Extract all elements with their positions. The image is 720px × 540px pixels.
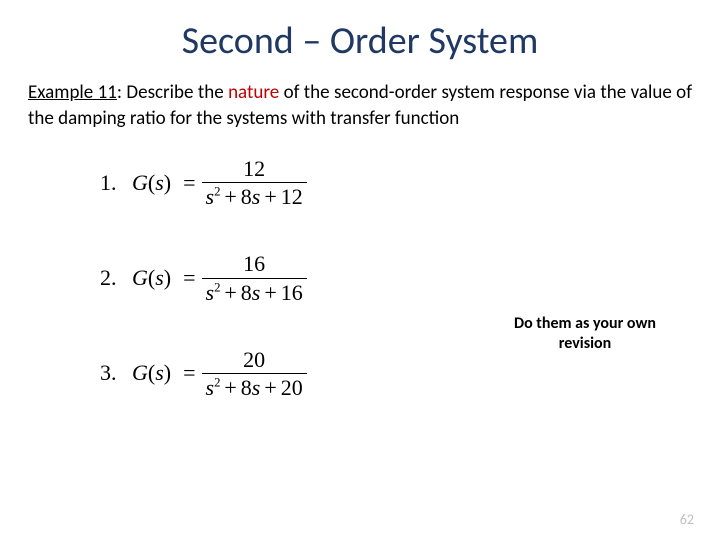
page-title: Second – Order System <box>28 18 692 64</box>
numerator: 20 <box>239 348 269 373</box>
equation-3: 3. G(s) = 20 s2+8s+20 <box>100 348 692 399</box>
denominator: s2+8s+20 <box>202 373 307 399</box>
example-prompt: Example 11: Describe the nature of the s… <box>28 80 692 131</box>
denominator: s2+8s+12 <box>202 182 307 208</box>
equals-sign: = <box>183 170 195 196</box>
fraction: 20 s2+8s+20 <box>202 348 307 399</box>
numerator: 16 <box>239 252 269 277</box>
equation-lhs: G(s) <box>132 360 171 386</box>
page-number: 62 <box>680 511 694 528</box>
prompt-nature: nature <box>228 81 279 104</box>
equals-sign: = <box>183 360 195 386</box>
equation-index: 1. <box>100 170 132 196</box>
equation-2: 2. G(s) = 16 s2+8s+16 <box>100 252 692 303</box>
side-note: Do them as your own revision <box>490 314 680 354</box>
equals-sign: = <box>183 265 195 291</box>
equation-lhs: G(s) <box>132 170 171 196</box>
prompt-colon: : <box>117 81 127 104</box>
fraction: 16 s2+8s+16 <box>202 252 307 303</box>
side-note-line2: revision <box>559 334 611 353</box>
equation-index: 3. <box>100 360 132 386</box>
side-note-line1: Do them as your own <box>514 314 656 333</box>
example-label: Example 11 <box>28 81 117 104</box>
equation-1: 1. G(s) = 12 s2+8s+12 <box>100 157 692 208</box>
equation-lhs: G(s) <box>132 265 171 291</box>
fraction: 12 s2+8s+12 <box>202 157 307 208</box>
numerator: 12 <box>239 157 269 182</box>
denominator: s2+8s+16 <box>202 278 307 304</box>
prompt-before: Describe the <box>126 81 228 104</box>
equation-list: 1. G(s) = 12 s2+8s+12 2. G(s) = 16 s2+8s… <box>100 157 692 399</box>
slide: { "title": { "text": "Second – Order Sys… <box>0 0 720 540</box>
equation-index: 2. <box>100 265 132 291</box>
